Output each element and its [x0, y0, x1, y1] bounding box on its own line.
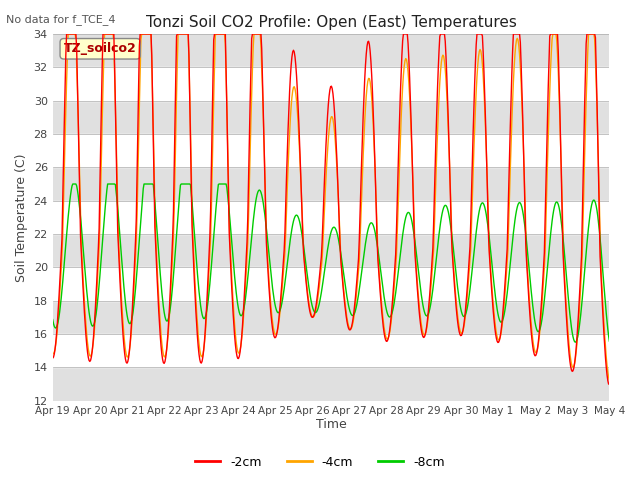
Legend: -2cm, -4cm, -8cm: -2cm, -4cm, -8cm	[190, 451, 450, 474]
Bar	[52, 67, 609, 101]
Title: Tonzi Soil CO2 Profile: Open (East) Temperatures: Tonzi Soil CO2 Profile: Open (East) Temp…	[145, 15, 516, 30]
Bar	[52, 201, 609, 234]
Text: TZ_soilco2: TZ_soilco2	[64, 42, 136, 55]
Y-axis label: Soil Temperature (C): Soil Temperature (C)	[15, 153, 28, 282]
X-axis label: Time: Time	[316, 419, 346, 432]
Bar	[52, 134, 609, 168]
Bar	[52, 267, 609, 301]
Bar	[52, 334, 609, 367]
Text: No data for f_TCE_4: No data for f_TCE_4	[6, 14, 116, 25]
